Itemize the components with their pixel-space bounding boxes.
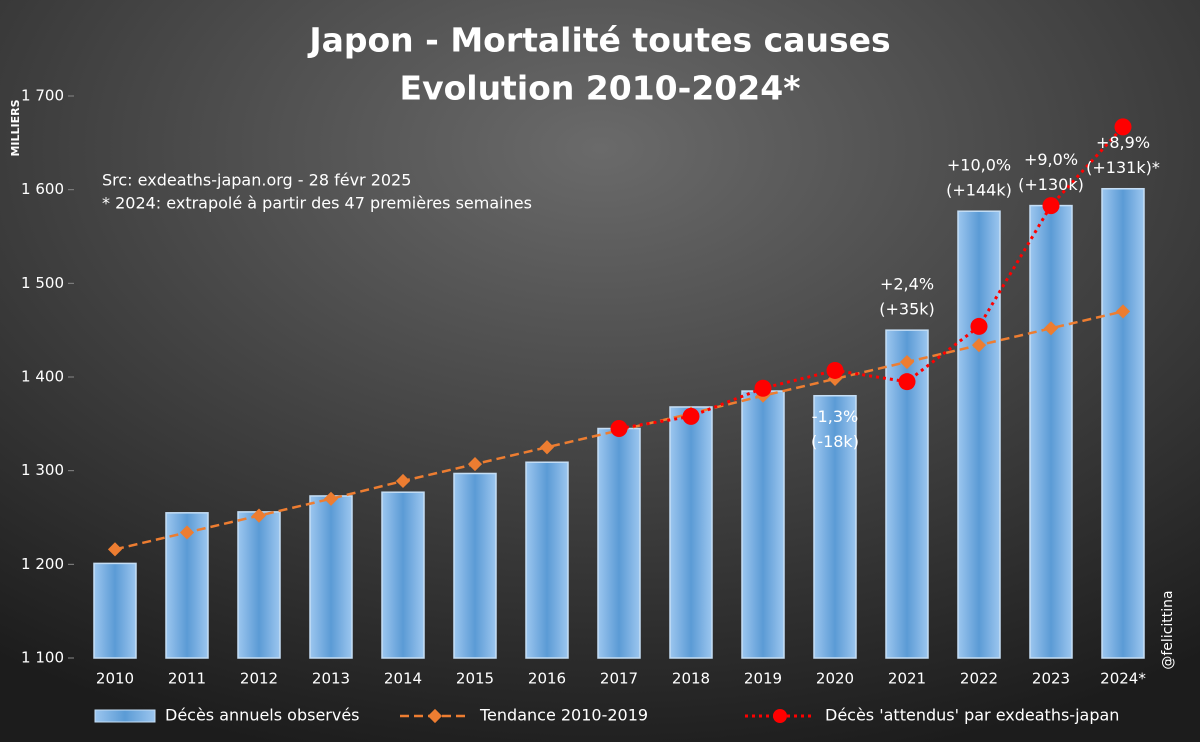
bar — [237, 511, 281, 659]
legend-marker — [427, 708, 443, 724]
bar — [669, 406, 713, 659]
x-tick-label: 2012 — [240, 670, 278, 688]
line — [114, 310, 1124, 551]
note: * 2024: extrapolé à partir des 47 premiè… — [102, 194, 532, 213]
bar — [597, 427, 641, 659]
legend-label: Tendance 2010-2019 — [479, 706, 648, 725]
annotation: +8,9% — [1096, 133, 1150, 152]
bar — [381, 491, 425, 659]
y-tick-label: 1 600 — [21, 180, 64, 198]
marker — [323, 491, 339, 506]
annotation: +10,0% — [947, 156, 1011, 175]
y-tick-label: 1 100 — [21, 649, 64, 667]
legend-label: Décès 'attendus' par exdeaths-japan — [825, 706, 1119, 725]
bar — [309, 495, 353, 659]
legend-label: Décès annuels observés — [165, 706, 360, 725]
x-tick-label: 2018 — [672, 670, 710, 688]
marker — [1114, 118, 1132, 136]
legend-marker — [773, 709, 787, 723]
annotation: (+130k) — [1018, 175, 1084, 194]
annotation: (+35k) — [879, 300, 935, 319]
bar — [1029, 204, 1073, 659]
x-tick-label: 2016 — [528, 670, 566, 688]
bar — [957, 210, 1001, 659]
x-tick-label: 2023 — [1032, 670, 1070, 688]
y-tick-label: 1 700 — [21, 87, 64, 105]
x-tick-label: 2017 — [600, 670, 638, 688]
y-axis-label: MILLIERS — [9, 99, 22, 156]
marker — [682, 407, 700, 425]
bar — [93, 562, 137, 659]
marker — [467, 457, 483, 472]
y-tick-label: 1 400 — [21, 368, 64, 386]
marker — [754, 379, 772, 397]
marker — [395, 473, 411, 489]
bar — [885, 329, 929, 659]
annotation: (-18k) — [811, 432, 859, 451]
legend-swatch — [94, 709, 156, 723]
y-tick-label: 1 300 — [21, 461, 64, 479]
marker — [826, 361, 844, 379]
marker — [1043, 321, 1059, 336]
marker — [898, 373, 916, 391]
x-tick-label: 2015 — [456, 670, 494, 688]
annotation: (+131k)* — [1086, 158, 1160, 177]
credit: @felicittina — [1160, 590, 1176, 669]
marker — [1042, 197, 1060, 215]
marker — [539, 440, 555, 455]
annotation: +9,0% — [1024, 150, 1078, 169]
chart-subtitle: Evolution 2010-2024* — [400, 69, 801, 108]
x-tick-label: 2010 — [96, 670, 134, 688]
x-tick-label: 2020 — [816, 670, 854, 688]
x-tick-label: 2024* — [1100, 670, 1146, 688]
x-tick-label: 2019 — [744, 670, 782, 688]
bar — [741, 390, 785, 659]
x-tick-label: 2022 — [960, 670, 998, 688]
bar — [813, 394, 857, 659]
x-tick-label: 2021 — [888, 670, 926, 688]
marker — [899, 354, 915, 370]
bar — [525, 461, 569, 659]
annotation: +2,4% — [880, 275, 934, 294]
y-tick-label: 1 200 — [21, 555, 64, 573]
marker — [179, 525, 195, 540]
marker — [971, 338, 987, 353]
bar — [453, 472, 497, 659]
annotation: (+144k) — [946, 181, 1012, 200]
annotation: -1,3% — [812, 407, 858, 426]
chart-title: Japon - Mortalité toutes causes — [307, 21, 890, 60]
marker — [610, 420, 628, 438]
x-tick-label: 2011 — [168, 670, 206, 688]
marker — [107, 542, 123, 557]
bar — [1101, 187, 1145, 659]
marker — [1115, 304, 1131, 319]
x-tick-label: 2014 — [384, 670, 422, 688]
x-tick-label: 2013 — [312, 670, 350, 688]
y-tick-label: 1 500 — [21, 274, 64, 292]
note: Src: exdeaths-japan.org - 28 févr 2025 — [102, 171, 411, 190]
line — [618, 125, 1125, 430]
marker — [970, 317, 988, 335]
